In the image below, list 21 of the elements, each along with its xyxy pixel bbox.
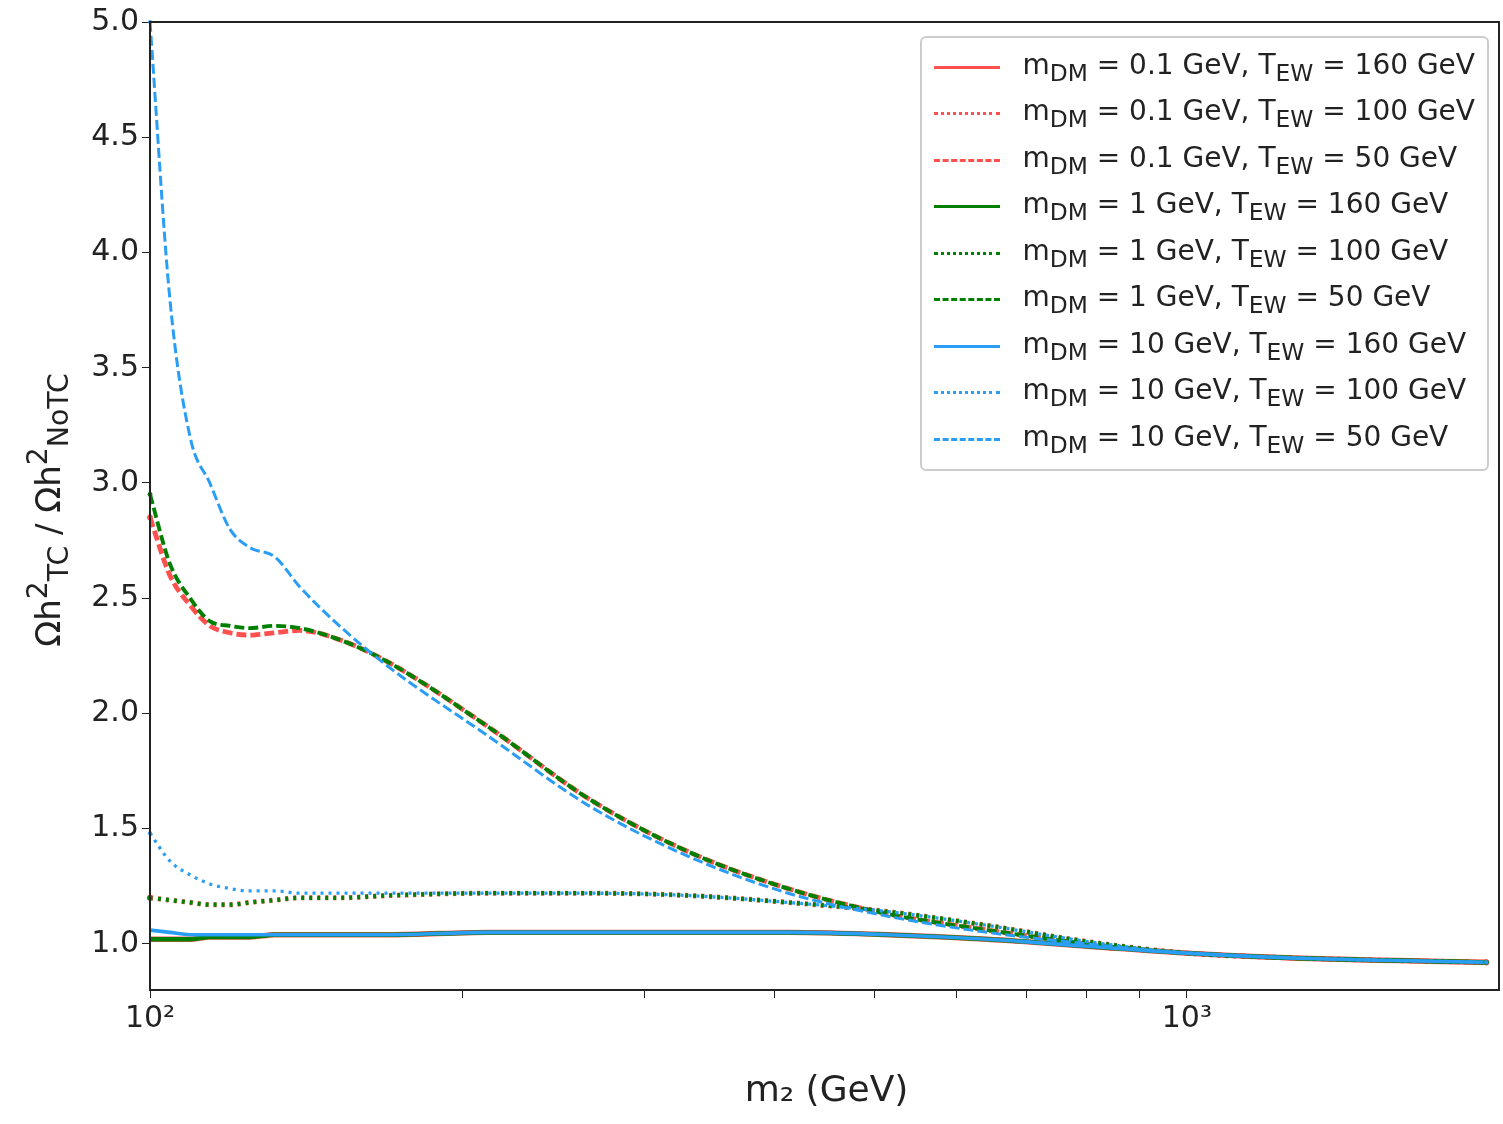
y-tick-label: 2.0: [91, 693, 139, 729]
y-tick-label: 2.5: [91, 577, 139, 613]
y-tick-label: 4.5: [91, 117, 139, 153]
y-tick-label: 4.0: [91, 232, 139, 268]
legend-label: m$_{DM}$ = 1 GeV, T$_{EW}$ = 160 GeV: [1022, 187, 1449, 227]
y-tick-label: 1.0: [91, 923, 139, 959]
legend-label: m$_{DM}$ = 10 GeV, T$_{EW}$ = 160 GeV: [1022, 326, 1467, 366]
y-tick-label: 1.5: [91, 808, 139, 844]
legend-label: m$_{DM}$ = 0.1 GeV, T$_{EW}$ = 100 GeV: [1022, 94, 1475, 134]
y-tick-label: 3.5: [91, 347, 139, 383]
legend-label: m$_{DM}$ = 1 GeV, T$_{EW}$ = 50 GeV: [1022, 280, 1431, 320]
x-tick-label: 10³: [1161, 998, 1212, 1034]
x-tick-label: 10²: [124, 998, 176, 1034]
legend-label: m$_{DM}$ = 10 GeV, T$_{EW}$ = 100 GeV: [1022, 373, 1467, 413]
legend-label: m$_{DM}$ = 0.1 GeV, T$_{EW}$ = 160 GeV: [1022, 47, 1475, 87]
y-tick-label: 5.0: [91, 1, 139, 37]
x-axis-title: m₂ (GeV): [743, 1068, 910, 1109]
legend-label: m$_{DM}$ = 0.1 GeV, T$_{EW}$ = 50 GeV: [1022, 140, 1458, 180]
legend-label: m$_{DM}$ = 10 GeV, T$_{EW}$ = 50 GeV: [1022, 419, 1449, 459]
y-tick-label: 3.0: [91, 462, 139, 498]
legend-label: m$_{DM}$ = 1 GeV, T$_{EW}$ = 100 GeV: [1022, 233, 1449, 273]
